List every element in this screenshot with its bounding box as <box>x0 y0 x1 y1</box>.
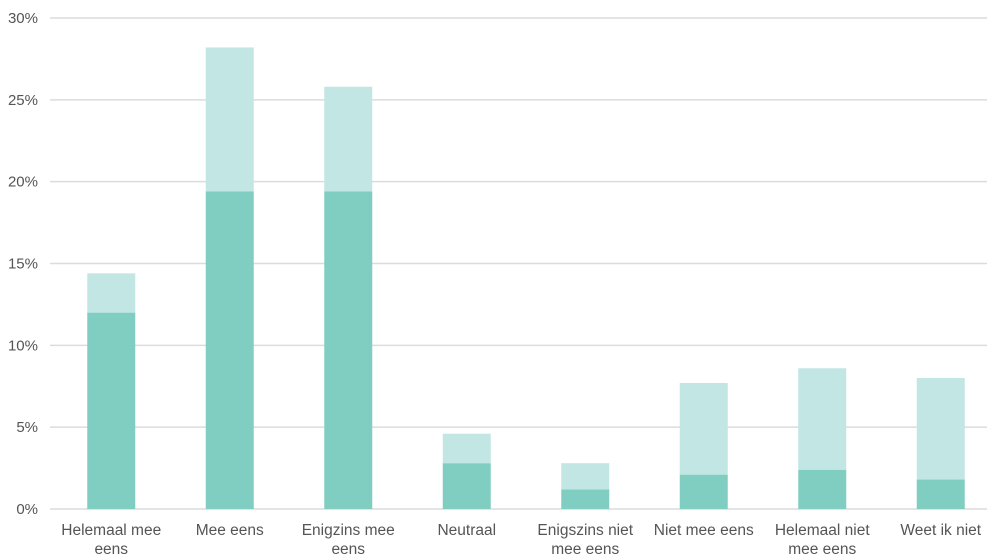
bar-segment-upper <box>798 368 847 470</box>
y-tick-label: 10% <box>8 337 38 354</box>
bar-segment-lower <box>205 191 254 509</box>
y-tick-label: 25% <box>8 92 38 109</box>
bar-segment-lower <box>442 463 491 509</box>
y-tick-label: 0% <box>16 501 38 518</box>
y-tick-label: 5% <box>16 419 38 436</box>
bar-segment-lower <box>561 489 610 509</box>
x-tick-label-line: Helemaal mee <box>61 522 161 539</box>
bar-segment-upper <box>679 382 728 475</box>
x-tick-label: Enigszins niet mee eens <box>537 522 633 555</box>
x-tick-label: Neutraal <box>437 522 496 539</box>
bar-segment-upper <box>87 273 136 313</box>
x-tick-label: Helemaal niet mee eens <box>775 522 870 555</box>
bar-segment-lower <box>916 479 965 509</box>
x-tick-label-line: Neutraal <box>437 522 496 539</box>
x-tick-label: Weet ik niet <box>900 522 981 539</box>
bar-segment-lower <box>798 469 847 509</box>
bar-segment-upper <box>561 463 610 490</box>
x-axis-ticks: Helemaal mee eens Mee eens Enigzins mee eens… <box>61 522 982 558</box>
x-tick-label: Enigzins mee eens <box>302 522 395 555</box>
x-tick-label: Mee eens <box>196 522 264 539</box>
x-tick-label-line: Weet ik niet <box>900 522 981 539</box>
x-tick-label-line: Niet mee eens <box>654 522 754 539</box>
x-tick-label-line: Helemaal niet <box>775 522 870 539</box>
x-tick-label-line: mee eens <box>551 541 619 555</box>
bars <box>87 47 965 509</box>
gridlines <box>50 17 987 510</box>
bar-segment-lower <box>679 474 728 509</box>
y-tick-label: 30% <box>8 10 38 27</box>
x-tick-label: Niet mee eens <box>654 522 754 539</box>
bar-segment-upper <box>324 86 373 192</box>
bar-segment-lower <box>87 312 136 509</box>
bar-segment-upper <box>442 433 491 464</box>
y-tick-label: 15% <box>8 256 38 273</box>
x-tick-label: Helemaal mee eens <box>61 522 161 555</box>
bar-segment-lower <box>324 191 373 509</box>
y-axis-ticks: 0% 5% 10% 15% 20% 25% 30% <box>8 10 38 518</box>
x-tick-label-line: mee eens <box>788 541 856 555</box>
y-tick-label: 20% <box>8 174 38 191</box>
bar-segment-upper <box>205 47 254 192</box>
bar-segment-upper <box>916 378 965 480</box>
x-tick-label-line: eens <box>331 541 365 555</box>
x-tick-label-line: eens <box>94 541 128 555</box>
x-tick-label-line: Enigszins niet <box>537 522 633 539</box>
x-tick-label-line: Mee eens <box>196 522 264 539</box>
x-tick-label-line: Enigzins mee <box>302 522 395 539</box>
